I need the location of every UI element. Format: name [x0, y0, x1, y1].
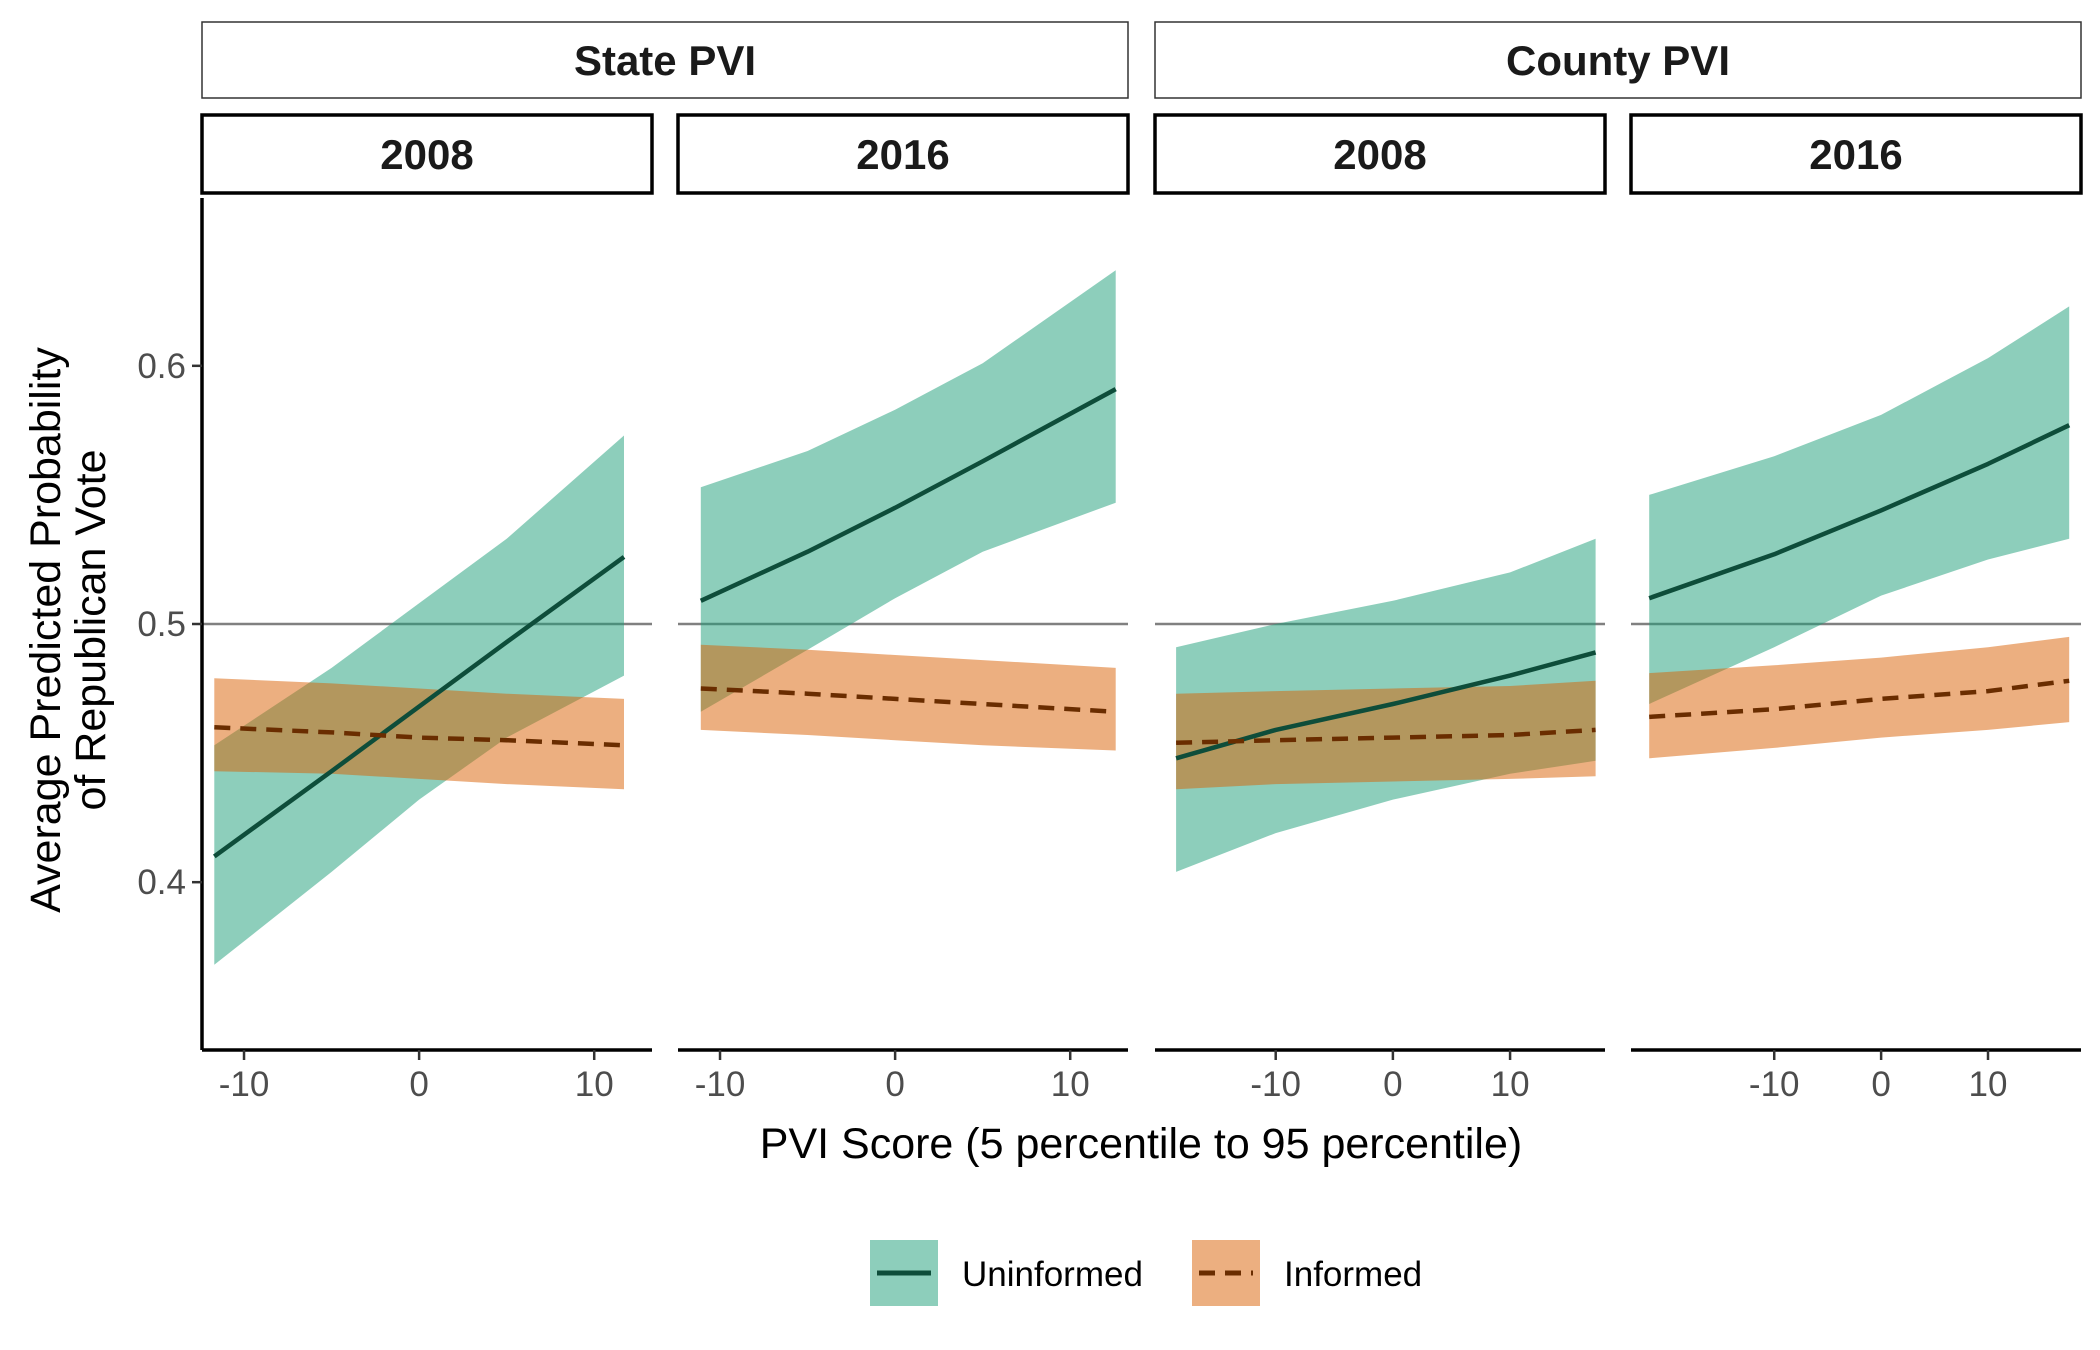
- uninformed-ci-band: [700, 270, 1116, 712]
- informed-fit-line: [1649, 678, 2070, 720]
- year-strip-label: 2016: [856, 131, 949, 178]
- y-tick-label: 0.6: [137, 347, 186, 386]
- year-strip: [676, 113, 1130, 195]
- uninformed-fit-line: [699, 387, 1117, 603]
- year-strip-label: 2008: [1333, 131, 1426, 178]
- y-axis: 0.4 0.5 0.6: [137, 198, 204, 1050]
- uninformed-fit-line: [1648, 423, 2071, 601]
- x-tick-label: 0: [1383, 1065, 1402, 1104]
- year-strip: [200, 113, 654, 195]
- x-tick-label: 10: [1491, 1065, 1530, 1104]
- informed-fit-line: [214, 725, 625, 748]
- legend-label-informed: Informed: [1284, 1255, 1422, 1294]
- x-tick-label: 0: [885, 1065, 904, 1104]
- x-tick-label: 0: [409, 1065, 428, 1104]
- facet-strips: State PVI County PVI 2008 2016 2008 2016: [200, 21, 2083, 195]
- informed-fit-line: [700, 686, 1116, 715]
- year-strip-label: 2016: [1809, 131, 1902, 178]
- uninformed-fit-line: [212, 555, 626, 859]
- informed-ci-band: [1176, 680, 1596, 790]
- informed-ci-band: [700, 644, 1116, 751]
- x-tick-label: -10: [219, 1065, 270, 1104]
- facet-panel: -10 0 10: [202, 435, 652, 1104]
- year-strip: [1153, 113, 1607, 195]
- x-tick-label: -10: [695, 1065, 746, 1104]
- year-strip: [1629, 113, 2083, 195]
- x-tick-label: 10: [1051, 1065, 1090, 1104]
- x-tick-label: 0: [1871, 1065, 1890, 1104]
- informed-ci-band: [214, 678, 625, 790]
- x-tick-label: -10: [1250, 1065, 1301, 1104]
- facet-panel: -10 0 10: [1155, 538, 1605, 1104]
- legend: Uninformed Informed: [870, 1240, 1422, 1306]
- group-strip: [201, 21, 1129, 99]
- y-axis-title-line2: of Republican Vote: [67, 450, 115, 811]
- x-axis-title: PVI Score (5 percentile to 95 percentile…: [760, 1120, 1522, 1168]
- facet-panel: -10 0 10: [678, 270, 1128, 1104]
- year-strip-label: 2008: [380, 131, 473, 178]
- y-axis-title-line1: Average Predicted Probability: [22, 347, 70, 913]
- legend-label-uninformed: Uninformed: [962, 1255, 1143, 1294]
- informed-ci-band: [1649, 636, 2070, 759]
- facet-panels: -10 0 10 -10 0 10 -10 0 10 -10 0 10: [202, 270, 2081, 1104]
- x-tick-label: 10: [1969, 1065, 2008, 1104]
- group-strip-label: State PVI: [574, 37, 756, 84]
- facet-panel: -10 0 10: [1631, 306, 2081, 1104]
- x-tick-label: -10: [1749, 1065, 1800, 1104]
- x-tick-label: 10: [575, 1065, 614, 1104]
- group-strip-label: County PVI: [1506, 37, 1730, 84]
- uninformed-ci-band: [1649, 306, 2070, 704]
- y-tick-label: 0.5: [137, 605, 186, 644]
- y-tick-label: 0.4: [137, 863, 186, 902]
- group-strip: [1154, 21, 2082, 99]
- informed-fit-line: [1176, 727, 1596, 746]
